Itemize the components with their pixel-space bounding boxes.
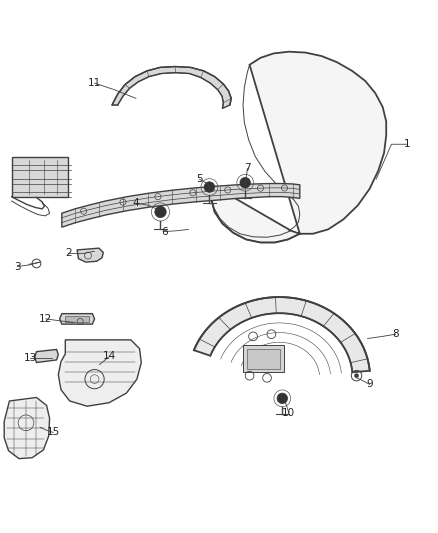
Polygon shape	[58, 340, 141, 406]
Polygon shape	[35, 350, 58, 362]
Text: 10: 10	[283, 408, 295, 418]
Circle shape	[155, 206, 166, 217]
Polygon shape	[4, 398, 49, 458]
Polygon shape	[112, 67, 231, 108]
Text: 5: 5	[196, 174, 203, 184]
Circle shape	[277, 393, 288, 403]
Polygon shape	[211, 52, 386, 243]
Text: 2: 2	[65, 248, 72, 259]
Text: 8: 8	[392, 329, 399, 339]
Text: 14: 14	[103, 351, 117, 361]
Polygon shape	[77, 248, 103, 262]
Polygon shape	[60, 313, 95, 324]
Circle shape	[240, 177, 251, 188]
Polygon shape	[62, 183, 300, 227]
Bar	[65, 316, 89, 321]
Text: 9: 9	[366, 379, 373, 390]
Bar	[247, 349, 280, 369]
Text: 15: 15	[46, 427, 60, 438]
Polygon shape	[194, 297, 370, 372]
Text: 3: 3	[14, 262, 21, 271]
Text: 4: 4	[133, 198, 139, 208]
Text: 12: 12	[39, 314, 52, 324]
Text: 11: 11	[88, 78, 101, 88]
Text: 1: 1	[403, 139, 410, 149]
Circle shape	[204, 182, 215, 192]
FancyBboxPatch shape	[12, 157, 68, 197]
Text: 6: 6	[161, 227, 168, 237]
Text: 13: 13	[24, 353, 37, 363]
Circle shape	[354, 374, 359, 378]
Text: 7: 7	[244, 163, 251, 173]
Bar	[243, 345, 285, 372]
